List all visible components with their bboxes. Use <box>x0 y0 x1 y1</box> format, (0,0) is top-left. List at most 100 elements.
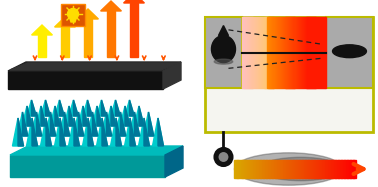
Bar <box>269 17 271 88</box>
Bar <box>239 160 241 178</box>
Bar <box>265 160 266 178</box>
Bar <box>266 160 268 178</box>
Bar <box>268 17 270 88</box>
Bar <box>246 160 249 178</box>
Bar <box>250 17 252 88</box>
Bar <box>308 17 310 88</box>
Polygon shape <box>78 106 88 126</box>
Polygon shape <box>45 100 50 116</box>
Bar <box>320 160 322 178</box>
Bar <box>260 17 261 88</box>
Polygon shape <box>77 9 98 19</box>
Polygon shape <box>31 112 42 136</box>
Polygon shape <box>45 112 56 136</box>
Bar <box>269 160 271 178</box>
Bar <box>284 17 285 88</box>
Bar <box>254 17 256 88</box>
Bar <box>283 17 285 88</box>
Bar <box>277 160 279 178</box>
Bar <box>302 160 304 178</box>
Bar <box>344 160 347 178</box>
Bar <box>266 17 268 88</box>
Polygon shape <box>46 118 51 146</box>
Polygon shape <box>124 118 135 146</box>
Polygon shape <box>8 62 181 71</box>
Bar <box>349 160 351 178</box>
Bar <box>316 17 317 88</box>
Ellipse shape <box>234 153 343 185</box>
Polygon shape <box>69 106 74 126</box>
Bar <box>323 160 325 178</box>
Polygon shape <box>23 112 28 136</box>
Polygon shape <box>54 17 75 27</box>
Bar <box>257 160 259 178</box>
FancyBboxPatch shape <box>205 17 242 88</box>
Bar <box>303 17 304 88</box>
Polygon shape <box>65 112 70 136</box>
Bar <box>335 160 338 178</box>
Bar <box>307 160 309 178</box>
Polygon shape <box>10 146 183 155</box>
Bar <box>325 160 327 178</box>
Bar <box>278 17 279 88</box>
Bar <box>322 17 323 88</box>
Bar <box>314 17 316 88</box>
Polygon shape <box>32 118 37 146</box>
Bar <box>289 17 291 88</box>
Bar <box>282 17 284 88</box>
Bar <box>276 17 277 88</box>
Bar <box>307 17 308 88</box>
FancyBboxPatch shape <box>61 4 85 26</box>
Bar <box>338 160 341 178</box>
Bar <box>274 160 276 178</box>
Polygon shape <box>70 19 76 22</box>
Circle shape <box>214 148 232 166</box>
Polygon shape <box>27 106 32 126</box>
Bar <box>248 17 250 88</box>
Polygon shape <box>110 118 121 146</box>
Bar <box>245 160 247 178</box>
Bar <box>293 160 295 178</box>
Polygon shape <box>73 100 78 116</box>
Polygon shape <box>61 27 69 57</box>
Bar <box>249 160 251 178</box>
Bar <box>280 160 282 178</box>
Bar <box>291 17 293 88</box>
Bar <box>287 160 289 178</box>
Bar <box>240 160 243 178</box>
Bar <box>310 17 312 88</box>
Polygon shape <box>163 62 181 89</box>
Polygon shape <box>36 106 46 126</box>
Bar <box>292 17 294 88</box>
Polygon shape <box>102 118 107 146</box>
Bar <box>283 160 285 178</box>
Polygon shape <box>64 106 74 126</box>
Bar <box>251 160 253 178</box>
Bar <box>299 17 300 88</box>
Bar <box>257 17 258 88</box>
Polygon shape <box>111 100 120 116</box>
Polygon shape <box>73 112 84 136</box>
Ellipse shape <box>333 45 366 58</box>
Polygon shape <box>40 118 51 146</box>
Bar <box>310 160 312 178</box>
Bar <box>343 160 345 178</box>
Bar <box>289 160 291 178</box>
Bar <box>301 160 303 178</box>
Bar <box>294 17 296 88</box>
Bar <box>272 160 274 178</box>
Bar <box>350 160 353 178</box>
Polygon shape <box>96 118 107 146</box>
Polygon shape <box>111 106 116 126</box>
Bar <box>237 160 240 178</box>
Bar <box>274 17 276 88</box>
Bar <box>313 160 315 178</box>
Polygon shape <box>79 112 84 136</box>
Polygon shape <box>93 112 98 136</box>
Bar <box>316 160 318 178</box>
Bar <box>325 17 327 88</box>
Polygon shape <box>10 63 179 70</box>
Bar <box>243 17 245 88</box>
Bar <box>286 17 288 88</box>
Polygon shape <box>82 118 93 146</box>
